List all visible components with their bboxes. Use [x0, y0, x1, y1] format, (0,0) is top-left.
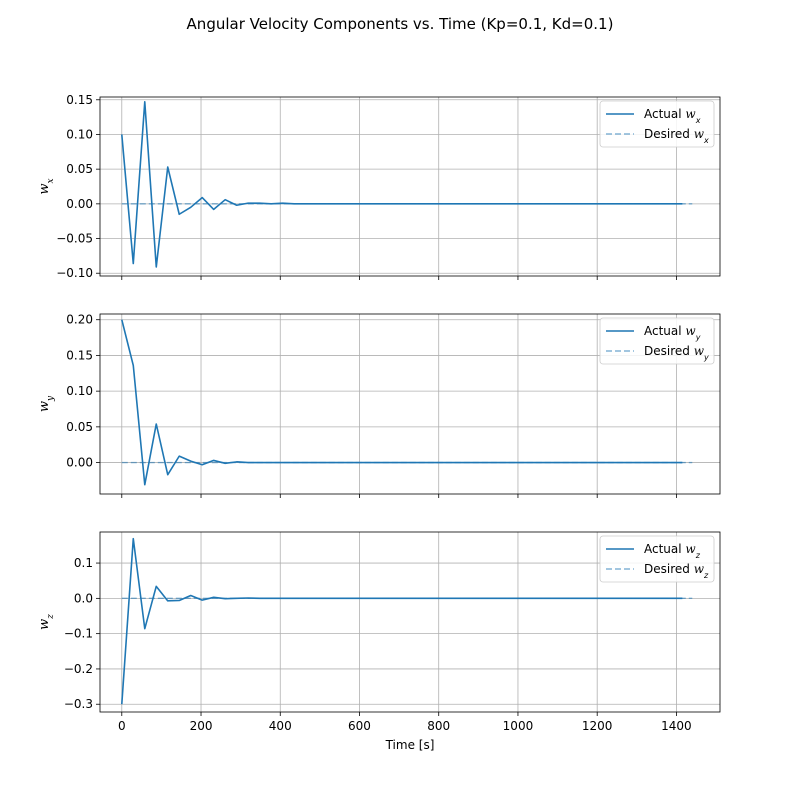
legend-box [599, 100, 715, 148]
y-tick-label: 0.10 [66, 127, 93, 141]
y-axis-label: wz [37, 614, 56, 630]
y-tick-label: −0.3 [64, 697, 93, 711]
legend-label: Desired wy [644, 344, 709, 362]
axes-frame [99, 96, 721, 277]
y-tick-label: −0.2 [64, 662, 93, 676]
y-tick-label: −0.10 [56, 266, 93, 280]
actual-series-line [121, 319, 683, 486]
actual-series-line [120, 537, 683, 705]
y-tick-label: 0.05 [66, 420, 93, 434]
chart-title: Angular Velocity Components vs. Time (Kp… [187, 15, 614, 33]
y-tick-label: 0.00 [66, 197, 93, 211]
y-tick-label: 0.15 [66, 93, 93, 107]
legend-label: Desired wx [644, 127, 709, 145]
legend-box [599, 535, 715, 583]
x-tick-label: 1000 [503, 719, 534, 733]
y-tick-label: −0.1 [64, 627, 93, 641]
subplot-3: −0.3 −0.2 −0.1 0.0 0.1 0 200 400 600 800 1000 1200 1… [37, 531, 721, 733]
legend: Actual wy Desired wy [599, 317, 715, 365]
x-tick-label: 800 [427, 719, 450, 733]
x-tick-label: 1200 [582, 719, 613, 733]
x-tick-label: 1400 [661, 719, 692, 733]
legend-label: Actual wy [644, 324, 701, 342]
legend: Actual wz Desired wz [599, 535, 715, 583]
legend-label: Actual wx [644, 107, 701, 125]
legend-label: Actual wz [644, 542, 701, 560]
y-tick-label: 0.20 [66, 313, 93, 327]
axes-frame [99, 313, 721, 495]
legend: Actual wx Desired wx [599, 100, 715, 148]
subplot-1: −0.10 −0.05 0.00 0.05 0.10 0.15 wx Actual wx Des… [37, 93, 721, 280]
legend-box [599, 317, 715, 365]
axes-frame [99, 531, 721, 713]
x-tick-label: 600 [348, 719, 371, 733]
y-axis-label: wy [37, 395, 56, 412]
y-tick-label: −0.05 [56, 232, 93, 246]
x-tick-label: 0 [118, 719, 126, 733]
legend-label: Desired wz [644, 562, 709, 580]
y-tick-label: 0.10 [66, 384, 93, 398]
subplot-2: 0.00 0.05 0.10 0.15 0.20 wy Actual wy Desired w… [37, 313, 721, 498]
y-tick-label: 0.05 [66, 162, 93, 176]
actual-series-line [120, 101, 683, 268]
y-tick-label: 0.1 [74, 556, 93, 570]
y-tick-label: 0.15 [66, 348, 93, 362]
x-tick-label: 200 [190, 719, 213, 733]
x-axis-label: Time [s] [385, 738, 435, 752]
y-axis-label: wx [37, 178, 56, 194]
y-tick-label: 0.0 [74, 591, 93, 605]
x-tick-label: 400 [269, 719, 292, 733]
y-tick-label: 0.00 [66, 456, 93, 470]
